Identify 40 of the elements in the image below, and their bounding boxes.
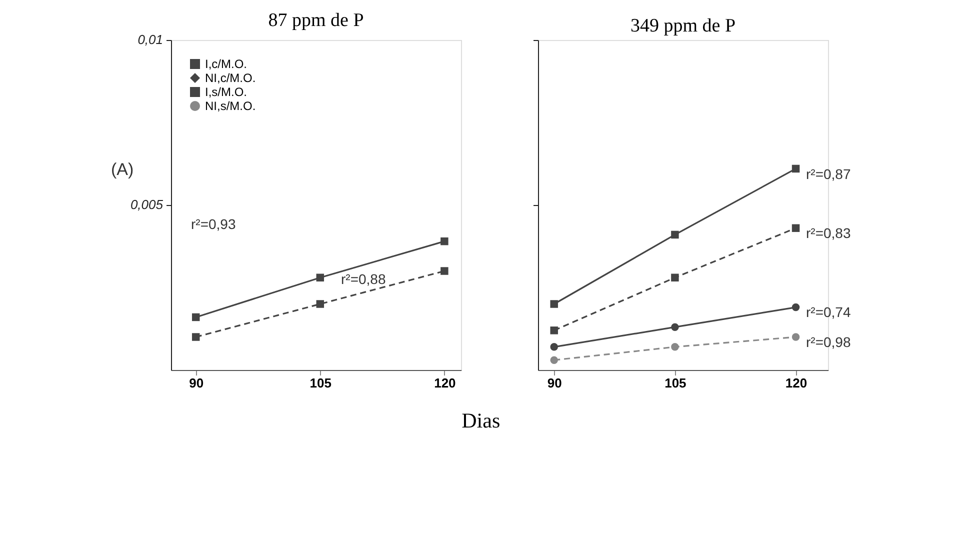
legend-label: I,s/M.O.: [205, 85, 247, 99]
point: [671, 230, 679, 239]
point: [316, 274, 324, 282]
legend-label: I,c/M.O.: [205, 57, 247, 71]
x-tick-label: 120: [434, 376, 456, 390]
x-tick-label: 90: [547, 376, 562, 390]
point: [671, 323, 679, 331]
x-tick-label: 90: [189, 376, 204, 390]
point: [192, 313, 200, 322]
point: [792, 303, 800, 312]
point: [550, 300, 558, 308]
annotation: r²=0,74: [806, 304, 851, 320]
legend-label: NI,s/M.O.: [205, 99, 256, 113]
x-tick-label: 105: [664, 376, 686, 390]
point: [671, 274, 679, 282]
x-tick-label: 120: [785, 376, 808, 390]
point: [792, 224, 800, 232]
point: [792, 333, 800, 341]
point: [792, 164, 800, 173]
annotation: r²=0,93: [191, 216, 236, 232]
annotation: r²=0,98: [806, 334, 851, 350]
legend-label: NI,c/M.O.: [205, 71, 256, 85]
point: [316, 300, 324, 308]
x-tick-label: 105: [310, 376, 332, 390]
point: [440, 237, 448, 246]
x-axis-title: Dias: [462, 408, 500, 432]
annotation: r²=0,88: [341, 271, 386, 287]
point: [550, 326, 558, 334]
annotation: r²=0,83: [806, 225, 851, 241]
chart-title: 87 ppm de P: [268, 10, 364, 31]
point: [192, 333, 200, 341]
y-tick-label: 0,005: [130, 197, 164, 212]
point: [671, 343, 679, 351]
chart-title: 349 ppm de P: [630, 16, 736, 36]
text: (A): [111, 160, 134, 179]
point: [550, 356, 558, 364]
point: [440, 267, 448, 275]
point: [550, 343, 558, 351]
y-tick-label: 0,01: [138, 32, 163, 47]
annotation: r²=0,87: [806, 166, 851, 182]
